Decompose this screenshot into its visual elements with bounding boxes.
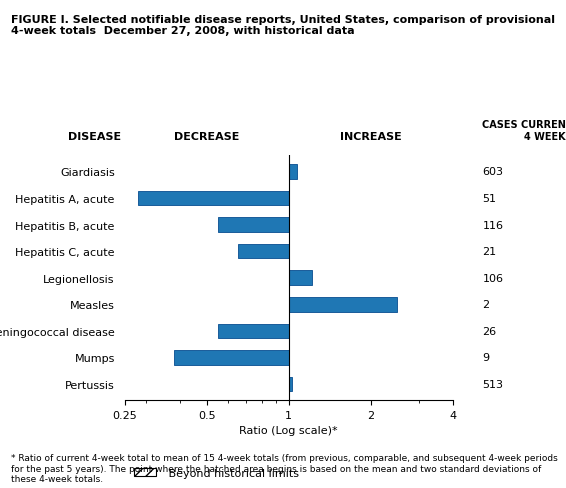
Bar bbox=[218, 218, 289, 232]
Text: 106: 106 bbox=[482, 273, 503, 283]
Bar bbox=[289, 165, 297, 180]
Text: 513: 513 bbox=[482, 379, 503, 389]
Bar bbox=[238, 244, 289, 259]
Text: 51: 51 bbox=[482, 194, 496, 203]
Bar bbox=[218, 324, 289, 339]
Text: 9: 9 bbox=[482, 353, 490, 363]
Text: CASES CURRENT
4 WEEKS: CASES CURRENT 4 WEEKS bbox=[482, 120, 566, 142]
Bar bbox=[289, 271, 312, 285]
Text: 116: 116 bbox=[482, 220, 503, 230]
Text: DECREASE: DECREASE bbox=[174, 132, 239, 142]
Text: FIGURE I. Selected notifiable disease reports, United States, comparison of prov: FIGURE I. Selected notifiable disease re… bbox=[11, 15, 555, 36]
Bar bbox=[289, 377, 292, 391]
Text: INCREASE: INCREASE bbox=[340, 132, 402, 142]
Text: 2: 2 bbox=[482, 300, 490, 310]
Text: 26: 26 bbox=[482, 326, 496, 336]
Text: 21: 21 bbox=[482, 246, 496, 257]
Bar bbox=[289, 297, 397, 312]
Legend:  Beyond historical limits: Beyond historical limits bbox=[130, 464, 303, 483]
Text: 603: 603 bbox=[482, 167, 503, 177]
Text: DISEASE: DISEASE bbox=[68, 132, 121, 142]
Text: * Ratio of current 4-week total to mean of 15 4-week totals (from previous, comp: * Ratio of current 4-week total to mean … bbox=[11, 453, 558, 483]
Bar bbox=[138, 191, 289, 206]
X-axis label: Ratio (Log scale)*: Ratio (Log scale)* bbox=[239, 426, 338, 435]
Bar bbox=[174, 350, 289, 365]
